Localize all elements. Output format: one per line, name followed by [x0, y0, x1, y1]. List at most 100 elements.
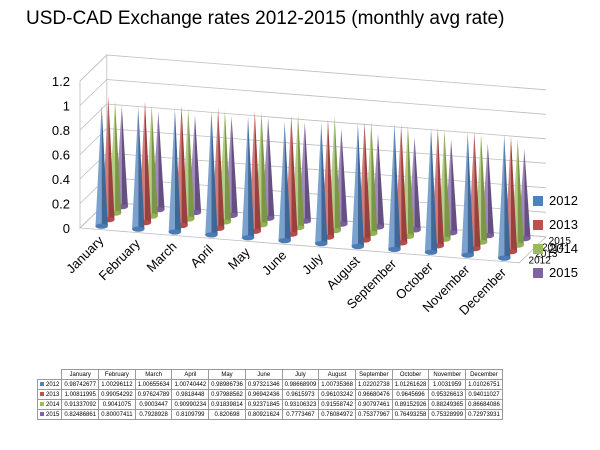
cone-dark-face	[291, 115, 298, 235]
table-row: 2012 0.98742677 1.00296112 1.00655634 1.0074…	[36, 379, 503, 390]
cone-dark-face	[151, 105, 158, 217]
cone-dark-face	[188, 108, 195, 219]
data-table-header: January February March April May June July Augu…	[37, 369, 503, 380]
cone-dark-face	[211, 111, 218, 235]
cone-dark-face	[394, 124, 401, 250]
row-label-text: 2015	[46, 411, 60, 418]
table-header-cell: February	[98, 369, 136, 380]
table-cell: 0.99054292	[98, 389, 136, 400]
table-row-label: 2012	[36, 379, 63, 390]
row-label-text: 2013	[46, 391, 60, 398]
cone-dark-face	[444, 130, 451, 240]
table-cell: 0.96103242	[318, 389, 356, 400]
cone-light-face	[278, 121, 285, 241]
cone-base	[95, 223, 108, 229]
data-table: January February March April May June July Augu…	[36, 369, 503, 420]
legend-key	[40, 391, 44, 396]
cone-base	[278, 238, 291, 244]
table-cell: 0.75328999	[428, 409, 467, 420]
legend-item-2012: 2012	[533, 193, 578, 208]
table-cell: 0.9041075	[98, 399, 136, 410]
table-cell: 0.72973931	[465, 409, 503, 420]
y-tick-label: 0.8	[52, 123, 70, 138]
table-cell: 0.98668909	[281, 379, 320, 390]
cone-light-face	[365, 121, 372, 234]
cone-dark-face	[504, 134, 511, 259]
cone-light-face	[261, 117, 269, 219]
cone-dark-face	[414, 137, 421, 230]
legend-item-2015: 2015	[533, 265, 578, 280]
table-cell: 0.86684086	[465, 399, 503, 410]
cone-dark-face	[377, 133, 385, 227]
legend-swatch	[533, 219, 543, 230]
table-header-cell: March	[134, 369, 173, 380]
table-cell: 0.75377967	[354, 409, 393, 420]
table-cell: 0.76493258	[391, 409, 430, 420]
cone-dark-face	[524, 149, 531, 239]
x-tick-label: June	[259, 247, 290, 278]
table-cell: 0.91839814	[208, 399, 246, 410]
table-cell: 0.97624789	[134, 389, 173, 400]
cone-dark-face	[371, 121, 378, 234]
cone-light-face	[511, 138, 518, 246]
cone-dark-face	[467, 132, 474, 256]
cone-dark-face	[407, 125, 415, 237]
table-cell: 0.98986736	[208, 379, 246, 390]
table-cell: 0.89152926	[391, 399, 430, 410]
cone-dark-face	[224, 110, 232, 222]
table-cell: 0.98742677	[61, 379, 100, 390]
cone-base	[315, 241, 328, 247]
cone-dark-face	[101, 105, 108, 227]
cone-light-face	[95, 105, 102, 227]
gridline	[79, 79, 547, 115]
cone-2012-December	[498, 134, 511, 261]
cone-light-face	[498, 134, 505, 259]
cone-2012-May	[241, 116, 255, 241]
cone-2012-August	[351, 123, 365, 250]
cone-dark-face	[115, 101, 122, 214]
cone-dark-face	[431, 128, 438, 253]
cone-base	[498, 255, 511, 261]
cone-dark-face	[108, 96, 115, 220]
table-cell: 0.91337092	[61, 399, 100, 410]
legend-item-2014: 2014	[533, 241, 578, 256]
cone-light-face	[431, 127, 438, 246]
cone-light-face	[408, 137, 415, 230]
series-2012	[95, 105, 511, 261]
cone-light-face	[241, 116, 249, 238]
cone-2014-November	[474, 134, 488, 245]
table-cell: 0.7928928	[134, 409, 173, 420]
table-row-label: 2014	[36, 399, 63, 410]
cone-base	[132, 226, 145, 232]
x-tick-label: March	[143, 239, 179, 275]
cone-dark-face	[304, 122, 311, 222]
table-cell: 1.01026751	[465, 379, 503, 390]
cone-dark-face	[364, 122, 371, 240]
cone-light-face	[291, 114, 299, 228]
cone-light-face	[255, 112, 262, 225]
cone-light-face	[298, 122, 305, 222]
cone-light-face	[168, 108, 175, 232]
table-cell: 0.76084972	[318, 409, 356, 420]
series-2015	[115, 105, 531, 242]
cone-dark-face	[121, 105, 128, 207]
cone-2013-January	[102, 96, 115, 223]
table-row: 2014 0.91337092 0.9041075 0.9003447 0.909902…	[36, 399, 503, 410]
table-header-cell: September	[354, 369, 393, 380]
cone-dark-face	[437, 127, 444, 246]
table-cell: 0.820698	[208, 409, 246, 420]
table-cell: 0.9645696	[391, 389, 430, 400]
y-tick-label: 1	[63, 99, 70, 114]
cone-dark-face	[174, 108, 182, 232]
cone-dark-face	[517, 138, 524, 246]
table-cell: 0.92371845	[244, 399, 283, 410]
y-tick-label: 0	[63, 221, 70, 236]
data-table-body: 2012 0.98742677 1.00296112 1.00655634 1.0074…	[36, 379, 503, 420]
table-row-label: 2013	[36, 389, 63, 400]
legend-label: 2015	[549, 265, 578, 280]
cone-light-face	[321, 119, 328, 238]
cone-base	[388, 246, 401, 252]
table-cell: 0.95326613	[428, 389, 467, 400]
table-cell: 1.00740442	[171, 379, 210, 390]
